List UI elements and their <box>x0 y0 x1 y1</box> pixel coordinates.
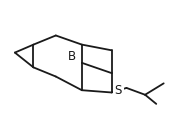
Text: S: S <box>114 83 122 96</box>
Text: B: B <box>68 50 76 63</box>
